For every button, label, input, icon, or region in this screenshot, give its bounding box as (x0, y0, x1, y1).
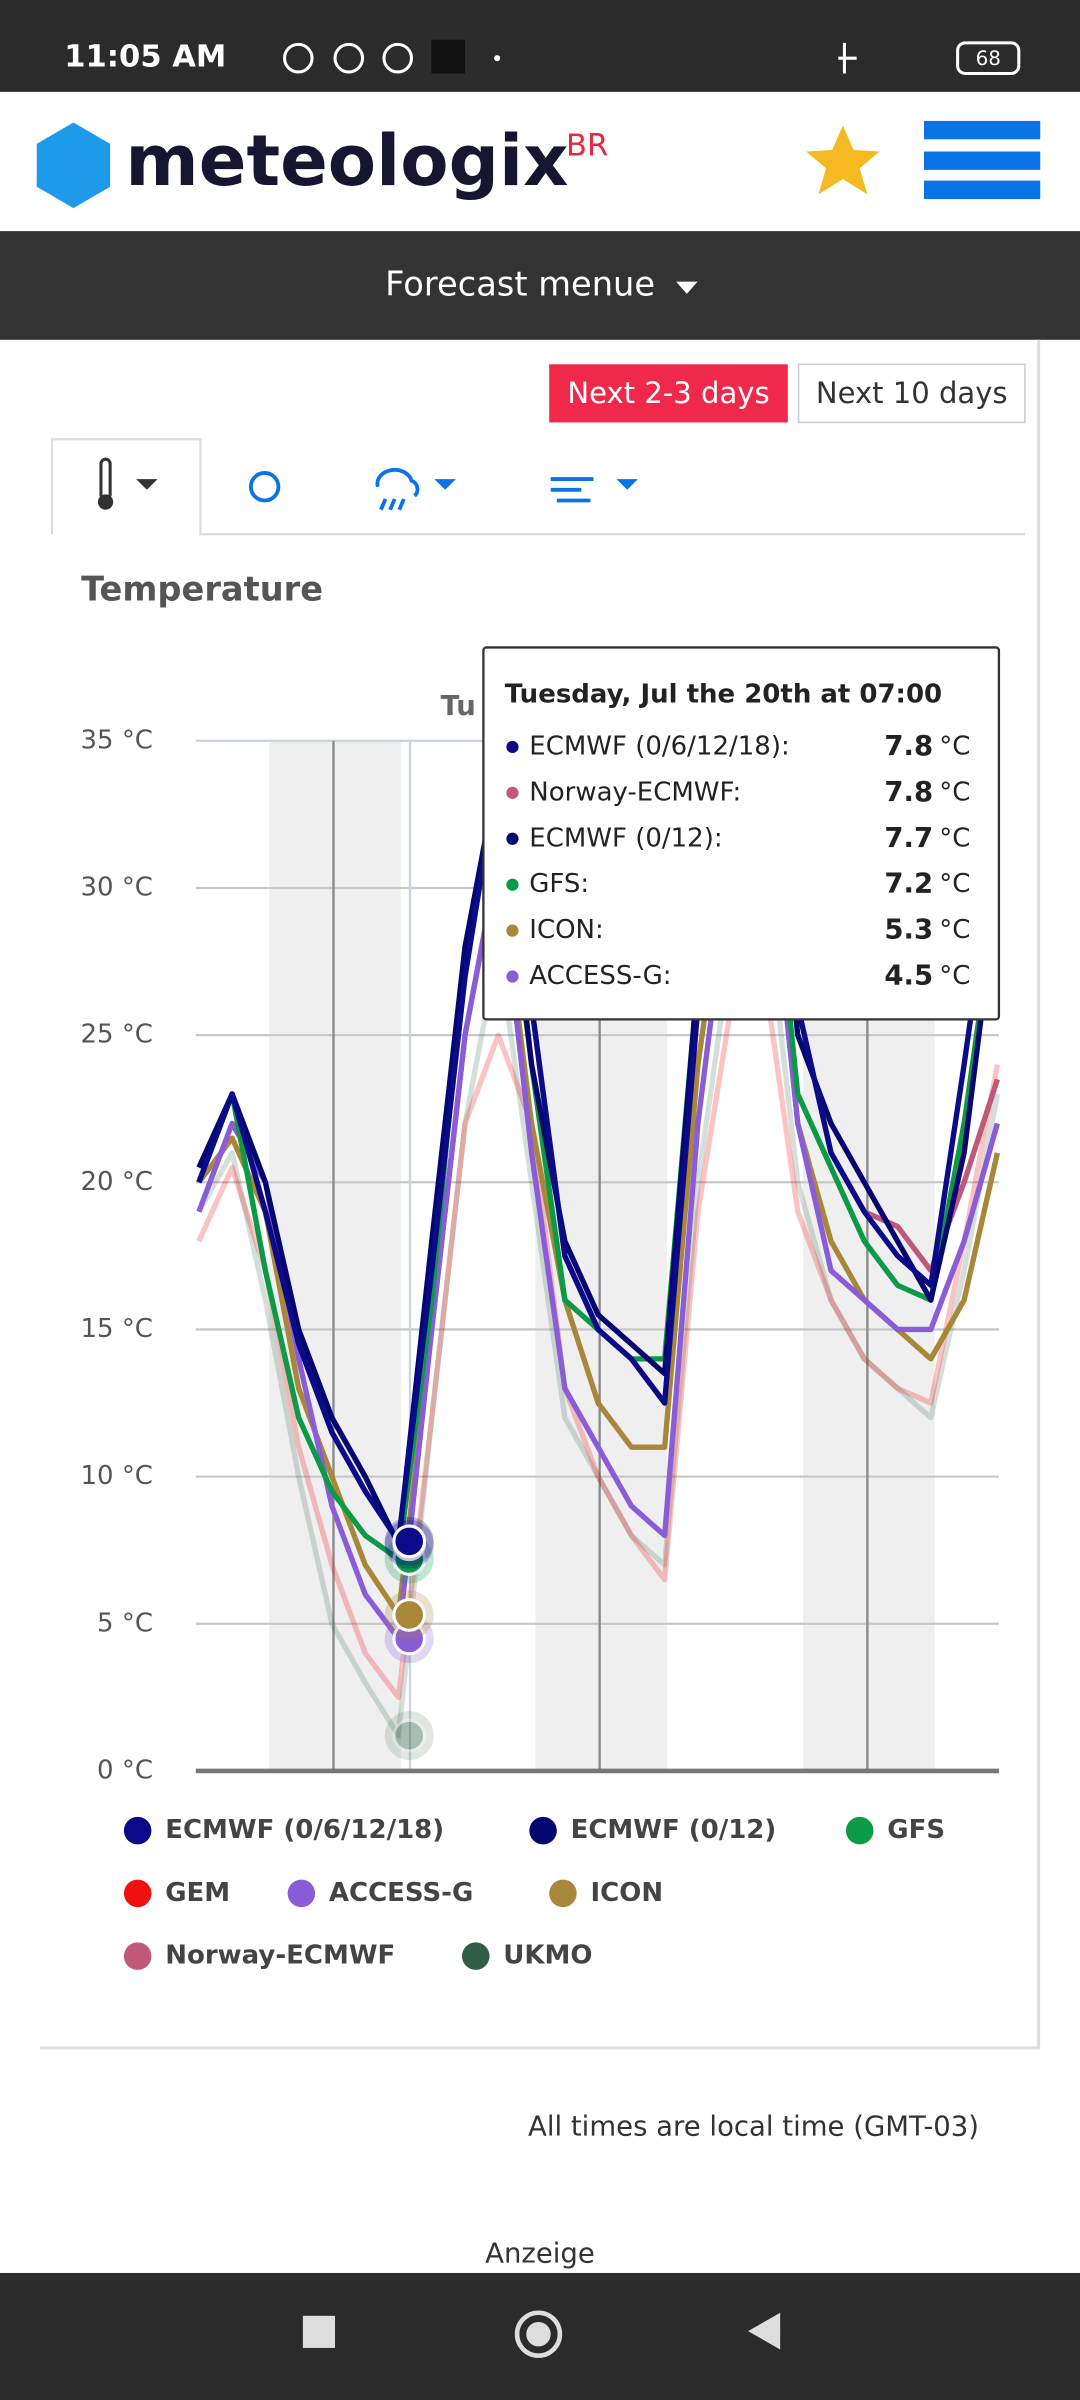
logo-text: meteologix (125, 120, 568, 202)
legend-label[interactable]: UKMO (503, 1941, 592, 1971)
nav-home-dot[interactable] (526, 2321, 551, 2347)
tooltip-unit: °C (939, 777, 970, 807)
battery-level: 68 (976, 47, 1001, 70)
nav-recents[interactable] (302, 2315, 336, 2348)
chart-title: Temperature (81, 569, 323, 608)
series-line (196, 740, 1001, 1547)
tooltip-label: ECMWF (0/6/12/18): (529, 731, 789, 761)
ad-label: Anzeige (485, 2238, 595, 2270)
tooltip-value: 7.8 (884, 730, 933, 762)
legend-swatch (529, 1816, 557, 1845)
legend-label[interactable]: GFS (887, 1815, 945, 1845)
y-tick-label: 35 °C (80, 725, 152, 755)
legend-label[interactable]: ECMWF (0/6/12/18) (165, 1815, 444, 1845)
series-line (196, 973, 1001, 1701)
legend-label[interactable]: GEM (165, 1878, 230, 1908)
legend-label[interactable]: ICON (590, 1878, 663, 1908)
tooltip-dot (506, 786, 519, 799)
tooltip-unit: °C (939, 915, 970, 945)
y-tick-label: 0 °C (97, 1755, 153, 1785)
favorite-star[interactable] (806, 125, 880, 195)
legend-swatch (287, 1879, 316, 1908)
legend-swatch (461, 1942, 490, 1970)
tooltip-value: 5.3 (884, 914, 933, 946)
logo-icon (36, 122, 111, 209)
y-tick-label: 15 °C (80, 1314, 152, 1344)
nav-back[interactable] (748, 2312, 781, 2350)
range-button-label[interactable]: Next 2-3 days (567, 376, 769, 410)
tooltip-label: ICON: (529, 915, 603, 945)
range-button-active[interactable] (549, 364, 788, 423)
tooltip-value: 7.2 (884, 868, 933, 900)
legend-swatch (123, 1816, 152, 1845)
legend-label[interactable]: ECMWF (0/12) (571, 1815, 777, 1845)
battery (956, 41, 1021, 75)
hover-halo (384, 1711, 434, 1761)
forecast-menu[interactable] (0, 231, 1080, 340)
tooltip-dot (506, 832, 519, 845)
legend-label[interactable]: Norway-ECMWF (165, 1941, 395, 1971)
timezone-note: All times are local time (GMT-03) (528, 2111, 979, 2143)
tooltip-label: ACCESS-G: (529, 961, 671, 991)
tooltip-label: ECMWF (0/12): (529, 823, 722, 853)
series-line (196, 797, 1000, 1642)
menu-button[interactable] (923, 120, 1041, 199)
y-tick-label: 10 °C (80, 1461, 152, 1491)
tooltip-label: GFS: (529, 869, 589, 899)
y-tick-label: 25 °C (80, 1020, 152, 1050)
dropdown-arrow (676, 281, 698, 294)
status-bar (0, 0, 1080, 92)
tooltip-dot (506, 878, 519, 891)
hover-marker (392, 1524, 427, 1559)
tab-icons[interactable] (97, 457, 638, 511)
legend-swatch (845, 1816, 874, 1845)
day-label: Tu (441, 690, 476, 722)
tooltip-unit: °C (939, 731, 970, 761)
tooltip-unit: °C (939, 961, 970, 991)
tooltip-dot (506, 970, 519, 983)
range-button-label[interactable]: Next 10 days (816, 376, 1008, 410)
tooltip-dot (506, 924, 519, 937)
tooltip-label: Norway-ECMWF: (529, 777, 741, 807)
series-line (196, 740, 1001, 1545)
legend-swatch (123, 1942, 152, 1970)
legend-swatch (549, 1879, 577, 1908)
hover-marker (392, 1718, 427, 1753)
legend-swatch (123, 1879, 152, 1908)
tooltip-title: Tuesday, Jul the 20th at 07:00 (505, 679, 942, 709)
tooltip-unit: °C (939, 823, 970, 853)
hover-marker (392, 1598, 427, 1632)
forecast-menu-label[interactable]: Forecast menue (385, 265, 655, 304)
tooltip-value: 7.8 (884, 776, 933, 808)
range-button[interactable] (797, 363, 1026, 424)
region: BR (566, 128, 608, 163)
tooltip-dot (506, 740, 519, 754)
series-line (196, 885, 1001, 1739)
tooltip-value: 4.5 (884, 960, 933, 992)
tooltip-unit: °C (939, 869, 970, 899)
clock: 11:05 AM (64, 40, 226, 75)
tabs (50, 438, 1025, 536)
y-tick-label: 20 °C (80, 1167, 152, 1197)
tooltip-value: 7.7 (884, 822, 933, 854)
y-tick-label: 5 °C (97, 1608, 153, 1638)
legend-label[interactable]: ACCESS-G (329, 1878, 473, 1908)
tooltip-box (482, 646, 1001, 1021)
card-border (39, 339, 1041, 2050)
nav-home[interactable] (514, 2310, 563, 2358)
status-icons (283, 39, 857, 74)
y-tick-label: 30 °C (80, 872, 152, 902)
